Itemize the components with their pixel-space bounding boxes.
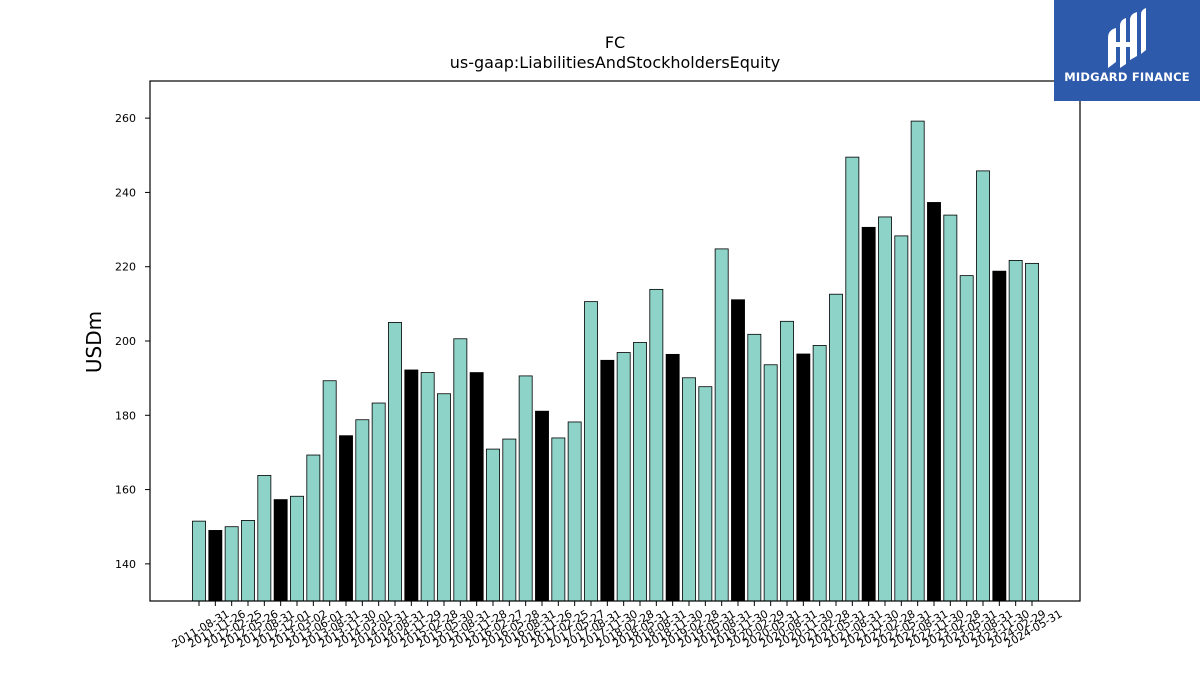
bar-2012-08-31 <box>257 475 272 602</box>
plot-frame <box>149 80 1081 602</box>
brand-logo: MIDGARD FINANCE <box>1054 0 1200 101</box>
bar-2018-02-28 <box>616 352 631 602</box>
bar-2013-08-31 <box>322 380 337 602</box>
chart-title: FC <box>605 33 625 52</box>
bar-2020-05-31 <box>763 364 778 602</box>
y-axis-label: USDm <box>82 311 106 373</box>
bar-2022-11-30 <box>927 202 941 602</box>
bar-2011-11-26 <box>208 530 223 602</box>
bar-2020-11-30 <box>796 353 811 602</box>
bar-2021-11-30 <box>861 226 876 602</box>
bar-2016-08-31 <box>518 375 533 602</box>
bar-2017-08-31 <box>584 301 598 602</box>
bar-2019-05-31 <box>698 386 713 602</box>
midgard-logo-icon <box>1108 8 1146 68</box>
bar-2018-08-31 <box>649 288 664 602</box>
bar-2023-02-28 <box>943 214 958 602</box>
bar-2012-05-26 <box>241 520 255 602</box>
bar-2016-05-28 <box>502 438 517 602</box>
bar-2014-05-31 <box>371 402 386 602</box>
bar-2023-11-30 <box>992 270 1007 602</box>
bar-2018-11-30 <box>665 353 680 602</box>
bar-2014-08-31 <box>388 322 402 602</box>
y-tick-label-200: 200 <box>115 335 136 348</box>
bar-2017-11-30 <box>600 359 615 602</box>
y-tick-label-180: 180 <box>115 409 136 422</box>
chart-subtitle: us-gaap:LiabilitiesAndStockholdersEquity <box>450 53 781 72</box>
y-tick-label-220: 220 <box>115 261 136 274</box>
brand-logo-text: MIDGARD FINANCE <box>1064 70 1190 84</box>
bar-2015-05-30 <box>437 393 451 602</box>
bar-2020-08-31 <box>780 320 794 602</box>
bars-group <box>192 120 1039 602</box>
bar-2019-02-28 <box>682 377 696 602</box>
bar-2013-06-01 <box>306 454 321 602</box>
bar-2021-08-31 <box>845 156 860 602</box>
bar-2017-02-25 <box>551 437 566 602</box>
bar-2021-02-28 <box>812 345 827 602</box>
bar-2016-02-27 <box>486 448 500 602</box>
bar-2022-08-31 <box>910 120 925 602</box>
bar-2021-05-31 <box>829 293 843 602</box>
bar-2014-11-29 <box>404 369 419 602</box>
bar-2019-08-31 <box>714 248 729 602</box>
y-tick-label-240: 240 <box>115 186 136 199</box>
bar-2023-05-31 <box>959 275 974 602</box>
bar-2015-11-28 <box>469 372 484 602</box>
bar-2012-02-25 <box>224 526 239 602</box>
bar-2015-02-28 <box>420 372 435 602</box>
bar-2024-05-31 <box>1025 262 1039 602</box>
y-tick-label-140: 140 <box>115 558 136 571</box>
y-tick-label-260: 260 <box>115 112 136 125</box>
bar-2020-02-29 <box>747 333 762 602</box>
bar-2022-05-31 <box>894 235 909 602</box>
bar-2023-08-31 <box>976 170 990 602</box>
bar-2013-03-02 <box>290 495 304 602</box>
bar-2024-02-29 <box>1008 259 1023 602</box>
y-axis: 140 160 180 200 220 240 260 <box>115 112 150 571</box>
x-axis: 2011-08-312011-11-262012-02-252012-05-26… <box>170 601 1065 651</box>
bar-2011-08-31 <box>192 520 206 602</box>
bar-2017-05-27 <box>567 421 582 602</box>
bar-2022-02-28 <box>878 216 892 602</box>
bar-2016-11-26 <box>535 410 549 602</box>
bar-2013-11-30 <box>339 435 353 602</box>
y-tick-label-160: 160 <box>115 484 136 497</box>
bar-2015-08-31 <box>453 338 468 602</box>
bar-2019-11-30 <box>731 299 745 602</box>
bar-2014-03-01 <box>355 419 370 602</box>
bar-2012-12-01 <box>273 499 288 602</box>
bar-2018-05-31 <box>633 342 647 602</box>
